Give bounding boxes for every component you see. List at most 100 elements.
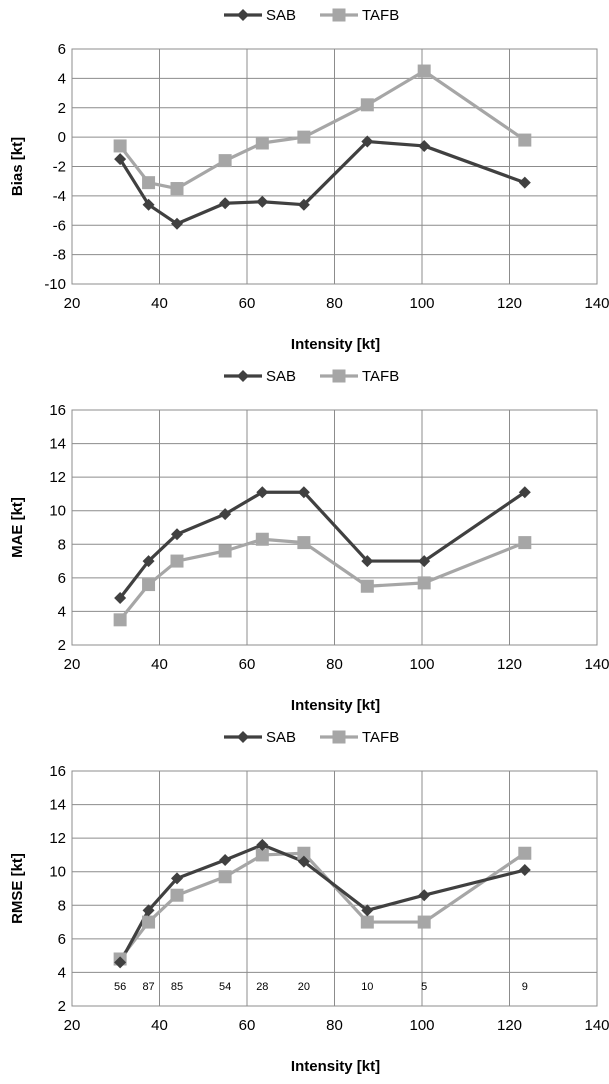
legend: SAB TAFB bbox=[224, 729, 399, 746]
data-point-sab bbox=[361, 904, 374, 917]
y-tick-label: 6 bbox=[58, 570, 66, 587]
data-point-tafb bbox=[518, 536, 532, 550]
x-tick-label: 100 bbox=[409, 295, 434, 312]
x-tick-label: 60 bbox=[239, 295, 256, 312]
data-point-tafb bbox=[170, 554, 184, 568]
x-tick-label: 80 bbox=[326, 1017, 343, 1034]
x-tick-label: 20 bbox=[64, 1017, 81, 1034]
x-tick-label: 140 bbox=[584, 295, 609, 312]
data-point-tafb bbox=[360, 915, 374, 929]
count-annotation: 10 bbox=[361, 981, 373, 993]
x-tick-label: 60 bbox=[239, 656, 256, 673]
x-axis-title: Intensity [kt] bbox=[291, 1058, 380, 1075]
data-point-sab bbox=[297, 198, 310, 211]
data-point-sab bbox=[171, 528, 183, 541]
data-point-sab bbox=[297, 486, 310, 499]
legend-marker-tafb bbox=[332, 369, 346, 383]
rmse-chart: 2 4 6 8 10 12 14 16 20 40 60 80 100 120 140 Intensity [… bbox=[9, 729, 609, 1075]
data-point-sab bbox=[256, 838, 269, 851]
y-tick-label: -2 bbox=[53, 159, 66, 176]
data-point-tafb bbox=[255, 136, 269, 150]
data-point-tafb bbox=[218, 154, 232, 168]
data-point-sab bbox=[219, 197, 232, 210]
legend-label-tafb: TAFB bbox=[362, 368, 399, 385]
x-tick-label: 140 bbox=[584, 656, 609, 673]
data-point-tafb bbox=[518, 133, 532, 147]
x-axis-title: Intensity [kt] bbox=[291, 336, 380, 353]
data-point-sab bbox=[219, 853, 232, 866]
data-point-sab bbox=[256, 486, 269, 499]
bias-chart-panel: -10 -8 -6 -4 -2 0 2 4 6 20 40 60 80 100 120 140 Intensit… bbox=[0, 0, 609, 361]
data-point-tafb bbox=[218, 870, 232, 884]
y-axis-title: RMSE [kt] bbox=[9, 853, 26, 924]
legend-marker-tafb bbox=[332, 730, 346, 744]
data-point-tafb bbox=[113, 139, 127, 153]
y-tick-label: 10 bbox=[49, 503, 66, 520]
mae-chart: 2 4 6 8 10 12 14 16 20 40 60 80 100 120 140 Intensity [… bbox=[9, 368, 609, 714]
data-point-sab bbox=[171, 217, 183, 230]
x-tick-label: 100 bbox=[409, 656, 434, 673]
data-point-tafb bbox=[417, 64, 431, 78]
y-tick-label: 4 bbox=[58, 603, 66, 620]
data-point-sab bbox=[418, 889, 431, 902]
data-point-tafb bbox=[170, 888, 184, 902]
data-point-sab bbox=[518, 486, 531, 499]
data-point-tafb bbox=[218, 544, 232, 558]
y-tick-label: 16 bbox=[49, 402, 66, 419]
x-tick-label: 40 bbox=[151, 1017, 168, 1034]
count-annotation: 87 bbox=[142, 981, 154, 993]
y-tick-label: 6 bbox=[58, 41, 66, 58]
data-point-tafb bbox=[360, 579, 374, 593]
data-point-tafb bbox=[518, 846, 532, 860]
count-annotation: 54 bbox=[219, 981, 231, 993]
data-point-tafb bbox=[417, 576, 431, 590]
data-point-sab bbox=[361, 135, 374, 148]
y-tick-label: -6 bbox=[53, 217, 66, 234]
data-point-tafb bbox=[417, 915, 431, 929]
data-point-sab bbox=[114, 153, 127, 166]
y-axis-title: Bias [kt] bbox=[9, 137, 26, 196]
x-tick-label: 40 bbox=[151, 295, 168, 312]
data-point-tafb bbox=[297, 536, 311, 550]
data-point-tafb bbox=[255, 848, 269, 862]
data-point-sab bbox=[418, 139, 431, 152]
data-point-sab bbox=[219, 508, 232, 521]
y-tick-label: -10 bbox=[44, 276, 66, 293]
y-tick-label: 14 bbox=[49, 797, 66, 814]
y-tick-label: 6 bbox=[58, 931, 66, 948]
y-tick-label: 4 bbox=[58, 70, 66, 87]
data-point-sab bbox=[518, 176, 531, 189]
legend-label-tafb: TAFB bbox=[362, 7, 399, 24]
legend-label-sab: SAB bbox=[266, 368, 296, 385]
legend-label-tafb: TAFB bbox=[362, 729, 399, 746]
data-point-sab bbox=[418, 555, 431, 568]
data-point-tafb bbox=[297, 846, 311, 860]
data-point-sab bbox=[114, 592, 127, 604]
x-tick-label: 80 bbox=[326, 295, 343, 312]
x-tick-label: 20 bbox=[64, 295, 81, 312]
x-tick-label: 80 bbox=[326, 656, 343, 673]
data-point-sab bbox=[171, 872, 183, 885]
y-axis-title: MAE [kt] bbox=[9, 497, 26, 558]
data-point-tafb bbox=[113, 613, 127, 627]
data-point-tafb bbox=[255, 532, 269, 546]
data-point-sab bbox=[256, 195, 269, 208]
x-tick-label: 140 bbox=[584, 1017, 609, 1034]
count-annotation: 20 bbox=[298, 981, 310, 993]
legend-marker-sab bbox=[237, 731, 249, 743]
legend-marker-sab bbox=[237, 370, 249, 382]
data-point-sab bbox=[114, 956, 127, 969]
x-tick-label: 120 bbox=[497, 295, 522, 312]
y-tick-label: 12 bbox=[49, 830, 66, 847]
count-annotation: 5 bbox=[421, 981, 427, 993]
x-tick-label: 120 bbox=[497, 656, 522, 673]
y-tick-label: 2 bbox=[58, 998, 66, 1015]
bias-chart: -10 -8 -6 -4 -2 0 2 4 6 20 40 60 80 100 120 140 Intensit… bbox=[9, 7, 609, 353]
data-point-tafb bbox=[142, 915, 156, 929]
y-tick-label: -8 bbox=[53, 247, 66, 264]
x-tick-label: 100 bbox=[409, 1017, 434, 1034]
data-point-tafb bbox=[170, 182, 184, 196]
mae-chart-panel: 2 4 6 8 10 12 14 16 20 40 60 80 100 120 140 Intensity [… bbox=[0, 361, 609, 722]
y-tick-label: 14 bbox=[49, 436, 66, 453]
data-point-tafb bbox=[360, 98, 374, 112]
